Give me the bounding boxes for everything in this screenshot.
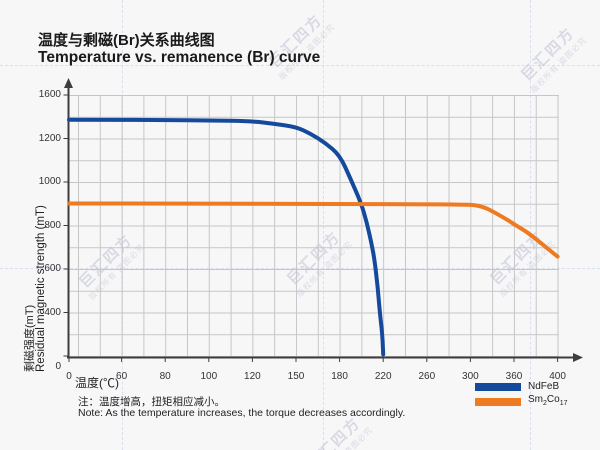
watermark-brand: 巨汇四方 <box>266 11 327 72</box>
note-zh: 注：温度增高，扭矩相应减小。 <box>78 396 225 408</box>
x-tick-label: 60 <box>116 371 128 382</box>
chart-title-en: Temperature vs. remanence (Br) curve <box>38 49 321 66</box>
x-tick-label: 100 <box>200 371 218 382</box>
legend-swatch-sm2co17 <box>475 398 521 406</box>
x-tick-label: 180 <box>331 371 348 382</box>
x-tick-label: 260 <box>418 371 436 382</box>
y-tick-label: 400 <box>44 306 61 318</box>
legend-label-ndfeb: NdFeB <box>528 381 560 392</box>
x-axis-title: 温度(℃) <box>75 376 119 390</box>
legend-swatch-ndfeb <box>475 383 521 391</box>
legend-label-sub2: 2 <box>543 400 547 407</box>
legend-label-sub17: 17 <box>559 400 568 407</box>
legend: NdFeB Sm2Co17 <box>475 382 568 412</box>
x-tick-label: 0 <box>66 371 72 382</box>
guide-line-horizontal-1 <box>0 65 600 66</box>
y-axis-arrow <box>64 78 73 88</box>
legend-item-sm2co17: Sm2Co17 <box>475 395 568 409</box>
y-tick-label: 1000 <box>38 176 61 187</box>
y-tick-label: 800 <box>44 219 61 231</box>
note-en: Note: As the temperature increases, the … <box>78 407 406 419</box>
y-tick-label: 1200 <box>38 132 61 144</box>
y-tick-label: 1600 <box>38 89 61 100</box>
x-tick-label: 120 <box>244 371 261 382</box>
watermark-brand: 巨汇四方 <box>304 414 365 450</box>
y-tick-label: 600 <box>44 263 61 274</box>
legend-item-ndfeb: NdFeB <box>475 382 568 392</box>
plot-grid <box>68 95 559 357</box>
x-tick-label: 360 <box>505 371 523 382</box>
legend-label-co: Co <box>546 394 560 405</box>
legend-label-sm2co17: Sm2Co17 <box>528 395 568 409</box>
x-tick-label: 300 <box>462 371 479 382</box>
x-tick-label: 220 <box>374 371 392 382</box>
x-tick-label: 400 <box>549 371 566 382</box>
x-axis-arrow <box>573 353 583 362</box>
x-tick-label: 80 <box>159 371 171 382</box>
chart-title-zh: 温度与剩磁(Br)关系曲线图 <box>38 32 215 49</box>
y-tick-label: 0 <box>55 361 61 372</box>
legend-label-sm: Sm <box>528 394 543 405</box>
x-tick-label: 150 <box>287 371 305 382</box>
watermark-brand: 巨汇四方 <box>518 24 579 85</box>
